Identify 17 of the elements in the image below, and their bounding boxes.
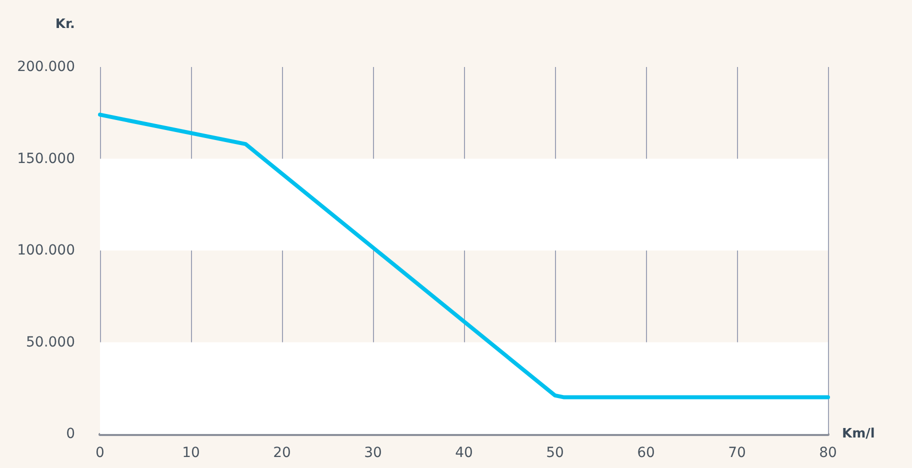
line-series: [98, 112, 830, 400]
y-axis-title: Kr.: [55, 17, 75, 32]
x-tick-label: 0: [96, 445, 104, 461]
x-tick-label: 60: [637, 445, 655, 461]
y-tick-label: 50.000: [26, 334, 75, 350]
x-tick-label: 10: [182, 445, 200, 461]
y-tick-label: 200.000: [17, 59, 75, 75]
x-tick-label: 80: [819, 445, 837, 461]
y-tick-label: 100.000: [17, 242, 75, 258]
y-tick-label: 0: [66, 426, 75, 442]
x-tick-label: 50: [546, 445, 564, 461]
x-axis-title: Km/l: [842, 426, 875, 442]
x-tick-label: 30: [364, 445, 382, 461]
x-tick-label: 70: [728, 445, 746, 461]
x-tick-label: 20: [273, 445, 291, 461]
x-tick-label: 40: [455, 445, 473, 461]
y-tick-label: 150.000: [17, 150, 75, 167]
